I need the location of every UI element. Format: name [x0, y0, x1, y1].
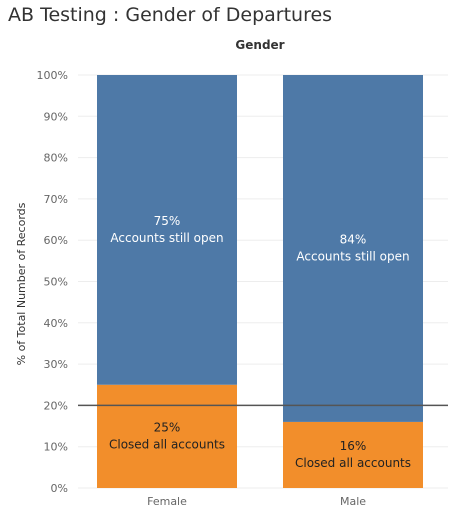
data-label-text: Accounts still open [110, 231, 223, 245]
y-axis-label: % of Total Number of Records [15, 202, 28, 365]
bars: 25% Closed all accounts 75% Accounts still … [97, 75, 423, 488]
x-tick-label: Male [340, 495, 366, 508]
y-tick-label: 80% [44, 152, 68, 165]
x-tick-label: Female [147, 495, 187, 508]
data-label-value: 25% [154, 420, 181, 434]
data-label-text: Accounts still open [296, 249, 409, 263]
y-axis-ticks: 0% 10% 20% 30% 40% 50% 60% 70% 80% 90% 100% [37, 69, 68, 495]
y-tick-label: 50% [44, 276, 68, 289]
data-label-value: 75% [154, 214, 181, 228]
y-tick-label: 100% [37, 69, 68, 82]
y-tick-label: 0% [51, 482, 68, 495]
y-tick-label: 10% [44, 441, 68, 454]
bar-segment[interactable] [97, 384, 237, 488]
data-label-value: 16% [340, 439, 367, 453]
y-tick-label: 20% [44, 399, 68, 412]
bar-segment[interactable] [97, 75, 237, 385]
y-tick-label: 90% [44, 110, 68, 123]
x-axis-ticks: Female Male [147, 495, 366, 508]
bar-segment[interactable] [283, 75, 423, 422]
y-tick-label: 70% [44, 193, 68, 206]
chart-title: AB Testing : Gender of Departures [8, 4, 333, 26]
data-label-value: 84% [340, 232, 367, 246]
data-label-text: Closed all accounts [109, 437, 225, 451]
y-tick-label: 60% [44, 234, 68, 247]
column-header: Gender [235, 38, 284, 52]
data-label-text: Closed all accounts [295, 456, 411, 470]
y-tick-label: 30% [44, 358, 68, 371]
y-tick-label: 40% [44, 317, 68, 330]
bar-segment[interactable] [283, 421, 423, 488]
